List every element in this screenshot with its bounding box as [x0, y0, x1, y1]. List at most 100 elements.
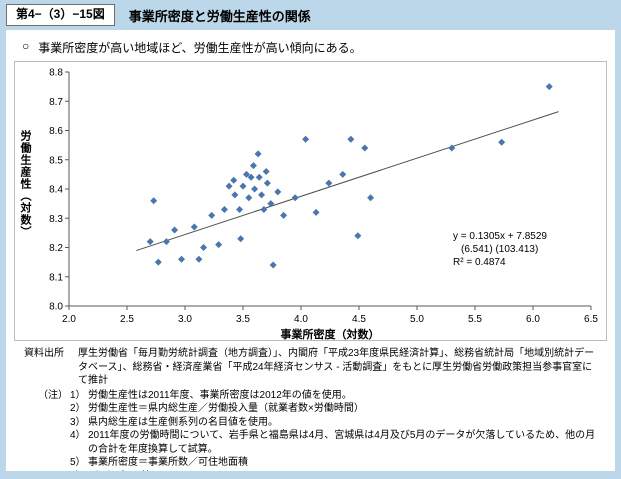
data-point [162, 238, 170, 246]
y-tick-label: 8.2 [49, 243, 63, 254]
data-point [302, 135, 310, 143]
data-point [254, 150, 262, 158]
content-panel: ○ 事業所密度が高い地域ほど、労働生産性が高い傾向にある。 労働生産性（対数） … [6, 30, 615, 471]
note-text: 労働生産性は2011年度、事業所密度は2012年の値を使用。 [88, 389, 352, 401]
y-tick-label: 8.0 [49, 302, 63, 313]
note-number: 6） [70, 470, 88, 472]
circle-bullet-icon: ○ [22, 39, 30, 53]
data-point [220, 205, 228, 213]
data-point [347, 135, 355, 143]
data-point [448, 144, 456, 152]
note-block: （注） 1） 労働生産性は2011年度、事業所密度は2012年の値を使用。 2）… [24, 389, 601, 472]
note-number: 2） [70, 403, 86, 414]
data-point [258, 191, 266, 199]
data-point [208, 211, 216, 219]
source-label: 資料出所 [24, 348, 64, 359]
data-point [200, 244, 208, 251]
data-point [230, 176, 238, 184]
data-point [251, 185, 259, 193]
y-tick-label: 8.8 [49, 68, 63, 79]
data-point [154, 258, 162, 266]
x-tick-label: 4.0 [294, 314, 308, 325]
data-point [267, 200, 275, 208]
y-tick-label: 8.5 [49, 155, 63, 166]
y-axis-title-wrap: 労働生産性（対数） [15, 62, 35, 340]
note-text: （ ）内はt値 [88, 470, 601, 472]
x-tick-label: 5.0 [410, 314, 424, 325]
y-tick-label: 8.6 [49, 126, 63, 137]
data-point [354, 232, 362, 240]
data-point [225, 182, 233, 190]
data-point [263, 179, 271, 187]
note-text: 事業所密度＝事業所数／可住地面積 [88, 457, 248, 468]
data-point [195, 255, 203, 263]
y-tick-label: 8.4 [49, 185, 63, 196]
x-tick-label: 6.5 [584, 314, 598, 325]
figure-number-label: 第4−（3）−15図 [6, 4, 115, 26]
x-tick-label: 5.5 [468, 314, 482, 325]
note-item: 2） 労働生産性＝県内総生産／労働投入量（就業者数×労働時間） [70, 402, 601, 416]
data-point [247, 173, 255, 181]
data-point [312, 208, 320, 216]
data-point [361, 144, 369, 152]
y-tick-label: 8.7 [49, 97, 63, 108]
note-item: 5） 事業所密度＝事業所数／可住地面積 [70, 456, 601, 470]
footnotes: 資料出所 厚生労働省「毎月勤労統計調査（地方調査）」、内閣府「平成23年度県民経… [24, 347, 601, 471]
x-tick-label: 4.5 [352, 314, 366, 325]
regression-annotation: y = 0.1305x + 7.8529 (6.541) (103.413) R… [453, 230, 547, 270]
note-number: 1） [70, 389, 86, 401]
data-point [239, 182, 247, 190]
y-tick-label: 8.3 [49, 214, 63, 225]
data-point [269, 261, 277, 269]
trend-line [136, 111, 559, 252]
data-point [150, 197, 158, 205]
data-point [146, 238, 154, 246]
data-point [367, 194, 375, 202]
regression-r-squared: R² = 0.4874 [453, 257, 506, 269]
data-point [215, 241, 223, 249]
data-point [325, 179, 333, 187]
source-row: 資料出所 厚生労働省「毎月勤労統計調査（地方調査）」、内閣府「平成23年度県民経… [24, 347, 601, 388]
y-axis-title: 労働生産性（対数） [19, 130, 31, 238]
note-text: 2011年度の労働時間について、岩手県と福島県は4月、宮城県は4月及び5月のデー… [88, 430, 596, 455]
data-point [178, 255, 186, 263]
data-point [274, 188, 282, 196]
x-axis-title: 事業所密度（対数） [281, 327, 380, 340]
summary-text: 事業所密度が高い地域ほど、労働生産性が高い傾向にある。 [38, 41, 362, 55]
data-point [280, 211, 288, 219]
x-tick-label: 6.0 [526, 314, 540, 325]
data-point [498, 138, 506, 146]
data-point [245, 194, 253, 202]
note-text: 労働生産性＝県内総生産／労働投入量（就業者数×労働時間） [88, 403, 364, 414]
note-item: 6） （ ）内はt値 [70, 470, 601, 472]
summary-line: ○ 事業所密度が高い地域ほど、労働生産性が高い傾向にある。 [6, 30, 615, 59]
note-item: 1） 労働生産性は2011年度、事業所密度は2012年の値を使用。 [70, 389, 601, 403]
note-label: （注） [38, 389, 68, 401]
data-point [339, 170, 347, 178]
data-point [255, 173, 263, 181]
figure-title: 事業所密度と労働生産性の関係 [128, 8, 311, 24]
data-point [236, 205, 244, 213]
data-point [262, 167, 270, 175]
data-point [260, 205, 268, 213]
data-point [242, 170, 250, 178]
note-item: 4） 2011年度の労働時間について、岩手県と福島県は4月、宮城県は4月及び5月… [70, 429, 601, 456]
regression-tvalues: (6.541) (103.413) [461, 244, 539, 256]
data-point [545, 83, 553, 91]
x-tick-label: 3.5 [236, 314, 250, 325]
note-text: 県内総生産は生産側系列の名目値を使用。 [88, 416, 278, 428]
scatter-chart: 労働生産性（対数） 8.0 8.1 8.2 8.3 8.4 8.5 8.6 8.7 8.8 2.0… [14, 61, 607, 341]
note-items: 1） 労働生産性は2011年度、事業所密度は2012年の値を使用。 2） 労働生… [70, 389, 601, 472]
data-point [249, 162, 257, 170]
x-tick-label: 2.5 [120, 314, 134, 325]
note-number: 5） [70, 457, 86, 468]
figure-header: 第4−（3）−15図 事業所密度と労働生産性の関係 [0, 0, 621, 30]
note-number: 4） [70, 430, 86, 441]
note-number: 3） [70, 416, 86, 428]
source-text: 厚生労働省「毎月勤労統計調査（地方調査）」、内閣府「平成23年度県民経済計算」、… [78, 348, 595, 386]
data-point [231, 191, 239, 199]
data-point [291, 194, 299, 202]
scatter-plot-svg: 8.0 8.1 8.2 8.3 8.4 8.5 8.6 8.7 8.8 2.0 2.5 3.0 3.5 4… [49, 68, 598, 341]
x-tick-label: 2.0 [62, 314, 76, 325]
note-item: 3） 県内総生産は生産側系列の名目値を使用。 [70, 416, 601, 430]
